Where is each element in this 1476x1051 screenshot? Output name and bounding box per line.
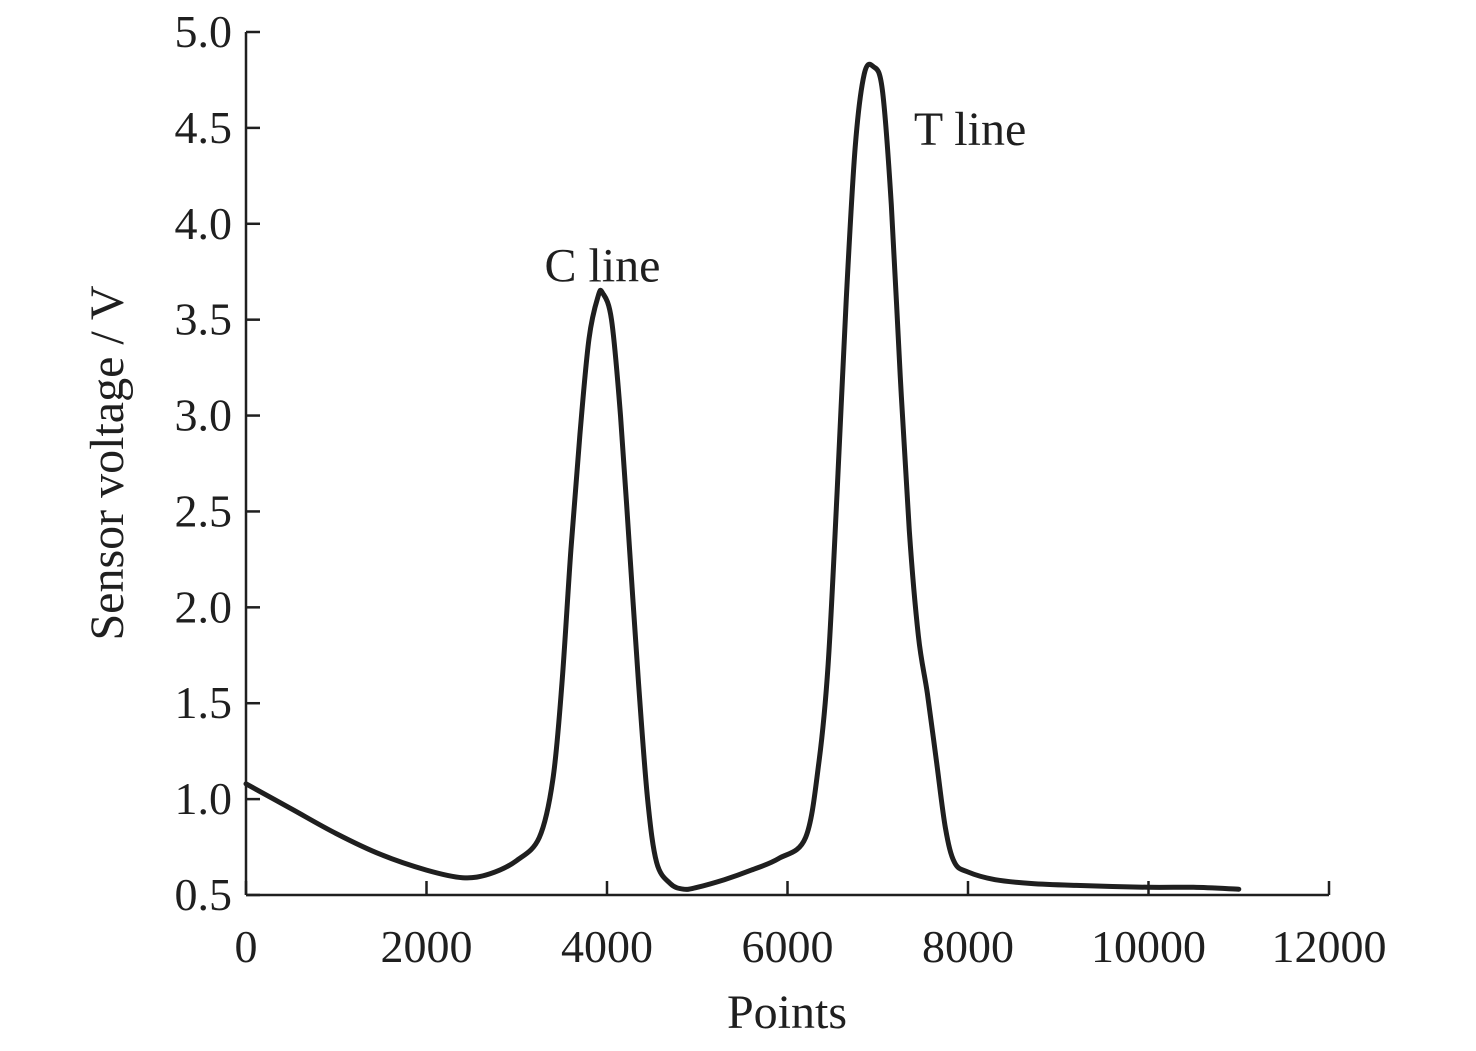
x-axis-title: Points	[727, 986, 847, 1039]
annotation-c-line: C line	[544, 239, 660, 292]
x-tick-label: 6000	[742, 921, 834, 972]
y-tick-label: 4.5	[175, 102, 233, 153]
x-tick-label: 4000	[561, 921, 653, 972]
series-line	[243, 61, 1242, 892]
x-tick-label: 8000	[922, 921, 1014, 972]
y-tick-label: 3.5	[175, 294, 233, 345]
labels: Points Sensor voltage / V C line T line	[81, 103, 1026, 1039]
y-tick-label: 2.5	[175, 485, 233, 536]
y-axis-title: Sensor voltage / V	[81, 285, 134, 640]
y-tick-label: 4.0	[175, 198, 233, 249]
y-tick-label: 3.0	[175, 390, 233, 441]
x-tick-label: 10000	[1091, 921, 1206, 972]
x-tick-label: 12000	[1272, 921, 1387, 972]
ticks: 0.5 1.0 1.5 2.0 2.5 3.0 3.5 4.0 4.5 5.0 0 2000 4000 6…	[175, 6, 1387, 972]
y-tick-label: 2.0	[175, 581, 233, 632]
y-tick-label: 1.5	[175, 677, 233, 728]
x-tick-label: 2000	[381, 921, 473, 972]
y-tick-label: 1.0	[175, 773, 233, 824]
annotation-t-line: T line	[914, 103, 1026, 156]
axes	[244, 32, 1329, 897]
x-tick-label: 0	[235, 921, 258, 972]
y-tick-label: 0.5	[175, 869, 233, 920]
series	[243, 61, 1242, 892]
y-tick-label: 5.0	[175, 6, 233, 57]
